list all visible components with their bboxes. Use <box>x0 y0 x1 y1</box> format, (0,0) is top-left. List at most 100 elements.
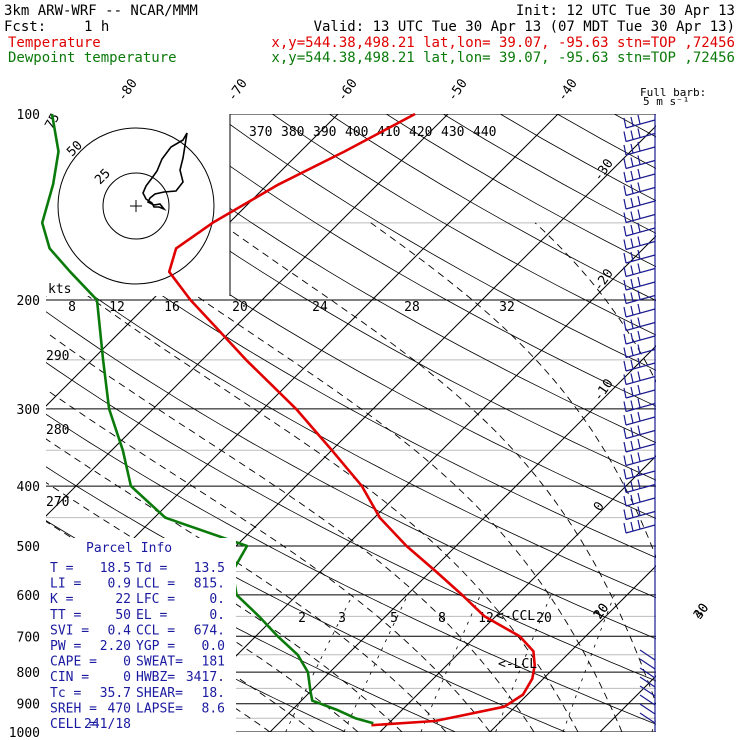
parcel-info-cell: 181 <box>202 655 225 670</box>
wind-barb <box>625 375 656 386</box>
dry-adiabat-line <box>272 114 656 336</box>
parcel-info-cell: 2.20 <box>100 639 131 654</box>
theta-label: 280 <box>46 423 69 438</box>
parcel-info-cell: EL = <box>136 608 167 623</box>
isotherm-label: -60 <box>335 76 361 104</box>
parcel-info-cell: LFC = <box>136 592 175 607</box>
legend-temperature-info: x,y=544.38,498.21 lat,lon= 39.07, -95.63… <box>271 35 735 51</box>
hodo-speed-label: 12 <box>109 300 125 315</box>
isotherm-label: 30 <box>691 601 712 622</box>
moist-adiabat-line <box>94 222 623 732</box>
moist-adiabat-line <box>46 264 579 732</box>
temperature-profile <box>167 112 537 727</box>
wind-barb <box>625 335 656 345</box>
pressure-label: 400 <box>17 480 40 495</box>
dry-adiabat-line <box>101 114 656 444</box>
moist-adiabat-line <box>46 331 535 732</box>
hodograph-trace <box>142 132 188 211</box>
parcel-info-cell: SREH = <box>50 701 97 716</box>
pressure-label: 700 <box>17 630 40 645</box>
parcel-info-cell: LI = <box>50 577 81 592</box>
hodo-speed-label: 20 <box>232 300 248 315</box>
wind-barb <box>639 685 656 697</box>
dry-adiabat-line <box>46 114 656 481</box>
isotherm-label: -10 <box>591 376 617 404</box>
dry-adiabat-line <box>46 163 656 519</box>
theta-label: 290 <box>46 349 69 364</box>
mixing-ratio-label: 2 <box>298 611 306 626</box>
wind-barb <box>625 200 656 210</box>
forecast-hour: 1 h <box>84 19 109 35</box>
wind-barbs <box>623 114 656 732</box>
wind-barb <box>625 294 656 305</box>
wind-barb <box>625 254 656 264</box>
wind-barb <box>625 470 656 480</box>
parcel-info-cell: 18.5 <box>100 561 131 576</box>
lcl-marker: <-LCL <box>498 657 537 672</box>
hodo-ring-inner <box>102 172 170 240</box>
parcel-info-title: Parcel Info <box>86 541 172 556</box>
parcel-info-cell: HWBZ= <box>136 670 175 685</box>
parcel-info-panel: Parcel Info T = 18.5 Td = 13.5 LI = 0.9 LCL = 8… <box>46 538 236 732</box>
model-title: 3km ARW-WRF -- NCAR/MMM <box>4 3 198 19</box>
pressure-label: 500 <box>17 540 40 555</box>
hodo-units: kts <box>48 282 71 297</box>
parcel-info-cell: 35.7 <box>100 686 131 701</box>
isotherm-label: -70 <box>225 76 251 104</box>
isotherm-label: 20 <box>591 601 612 622</box>
wind-barb <box>625 146 656 156</box>
mixing-ratio-line <box>343 594 409 732</box>
forecast-label: Fcst: <box>4 19 46 35</box>
isotherm-label: -30 <box>591 156 617 184</box>
legend-dewpoint-info: x,y=544.38,498.21 lat,lon= 39.07, -95.63… <box>271 50 735 66</box>
hodo-speed-label: 32 <box>499 300 515 315</box>
parcel-info-cell: SHEAR= <box>136 686 183 701</box>
wind-barb <box>625 402 656 413</box>
moist-adiabat-line <box>46 438 447 732</box>
dry-adiabat-line <box>215 114 656 371</box>
dewpoint-profile <box>40 113 374 725</box>
isotherm-line <box>269 345 656 732</box>
sounding-profiles <box>40 112 537 727</box>
isotherm-label: -50 <box>445 76 471 104</box>
parcel-info-cell: 0.4 <box>108 623 132 638</box>
parcel-info-cell: CELL = <box>50 717 97 732</box>
theta-label: 370 <box>249 125 272 140</box>
parcel-info-cell: 241/18 <box>84 717 131 732</box>
parcel-info-cell: 18. <box>202 686 225 701</box>
wind-barb <box>625 362 656 372</box>
wind-barb <box>625 389 656 399</box>
parcel-info-cell: CCL = <box>136 623 175 638</box>
mixing-ratio-label: 20 <box>536 611 552 626</box>
theta-label: 410 <box>377 125 400 140</box>
isotherm-label: -20 <box>591 266 617 294</box>
dry-adiabat-line <box>614 114 656 138</box>
isotherm-label: -40 <box>555 76 581 104</box>
wind-barb <box>625 308 656 318</box>
wind-barb <box>639 667 656 679</box>
wind-barb <box>639 694 656 706</box>
wind-barb <box>625 281 656 291</box>
theta-label: 270 <box>46 495 69 510</box>
theta-label: 440 <box>473 125 496 140</box>
isotherm-line <box>599 675 656 732</box>
pressure-label: 300 <box>17 403 40 418</box>
mixing-ratio-line <box>562 594 615 732</box>
wind-barb <box>625 132 656 143</box>
parcel-info-cell: YGP = <box>136 639 175 654</box>
parcel-info-cell: SWEAT= <box>136 655 183 670</box>
mixing-ratio-line <box>420 594 481 732</box>
hodo-speed-label: 24 <box>312 300 328 315</box>
wind-barb <box>625 173 656 183</box>
mixing-ratio-line <box>495 594 552 732</box>
isotherm-line <box>159 235 656 732</box>
isotherm-line <box>710 114 740 732</box>
wind-barb <box>625 240 656 251</box>
dry-adiabat-line <box>500 114 656 202</box>
dry-adiabat-line <box>46 261 656 599</box>
dry-adiabat-line <box>46 362 656 682</box>
wind-barb <box>625 227 656 237</box>
parcel-info-cell: Tc = <box>50 686 81 701</box>
parcel-info-cell: 674. <box>194 623 225 638</box>
pressure-label: 800 <box>17 666 40 681</box>
